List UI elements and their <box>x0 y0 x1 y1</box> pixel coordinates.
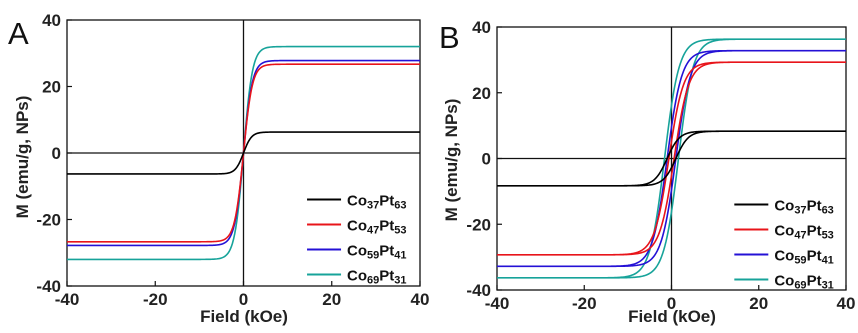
series-line-59 <box>67 59 420 247</box>
panel-a: A Field (kOe) M (emu/g, NPs) -40 -20 0 20 40… <box>8 11 429 326</box>
legend-entry-69: Co69Pt31 <box>774 273 834 292</box>
x-tick-label-b: -40 <box>485 294 510 313</box>
legend-entry-59: Co59Pt41 <box>774 248 834 267</box>
y-tick-label-b: 20 <box>472 84 491 103</box>
series-line-47 <box>497 61 846 256</box>
legend-entry-37: Co37Pt63 <box>774 198 834 217</box>
legend-entry-69: Co69Pt31 <box>347 268 407 287</box>
y-tick-label-b: 0 <box>482 150 491 169</box>
series-line-47 <box>67 63 420 243</box>
y-tick-label-b: -20 <box>466 215 491 234</box>
y-tick-label-a: -40 <box>36 277 61 296</box>
x-tick-label-a: -20 <box>143 290 168 309</box>
y-tick-label-a: 20 <box>42 78 61 97</box>
y-axis-label-a: M (emu/g, NPs) <box>13 96 32 219</box>
panel-b: B Field (kOe) M (emu/g, NPs) -40 -20 0 20 40… <box>439 18 855 326</box>
series-line-59 <box>497 49 846 268</box>
series-line-69 <box>67 45 420 261</box>
x-tick-label-a: 40 <box>411 290 430 309</box>
y-tick-label-a: -20 <box>36 211 61 230</box>
x-axis-label-a: Field (kOe) <box>200 307 288 326</box>
y-tick-label-a: 40 <box>42 11 61 30</box>
panel-label-a: A <box>8 16 29 51</box>
x-axis-label-b: Field (kOe) <box>628 307 716 326</box>
legend-entry-37: Co37Pt63 <box>347 193 407 212</box>
x-tick-label-b: 0 <box>667 294 676 313</box>
x-tick-label-b: 20 <box>749 294 768 313</box>
y-tick-label-a: 0 <box>52 144 61 163</box>
x-tick-label-a: 20 <box>322 290 341 309</box>
x-tick-label-a: 0 <box>239 290 248 309</box>
x-tick-label-b: 40 <box>837 294 856 313</box>
legend-entry-59: Co59Pt41 <box>347 243 407 262</box>
panel-label-b: B <box>439 20 460 55</box>
series-line-69 <box>497 38 846 279</box>
y-tick-label-b: -40 <box>466 281 491 300</box>
series-line-37 <box>67 131 420 175</box>
series-line-37 <box>497 130 846 187</box>
legend-entry-47: Co47Pt53 <box>347 218 407 237</box>
y-tick-label-b: 40 <box>472 18 491 37</box>
y-axis-label-b: M (emu/g, NPs) <box>442 99 461 222</box>
legend-entry-47: Co47Pt53 <box>774 223 834 242</box>
x-tick-label-a: -40 <box>55 290 80 309</box>
x-tick-label-b: -20 <box>572 294 597 313</box>
